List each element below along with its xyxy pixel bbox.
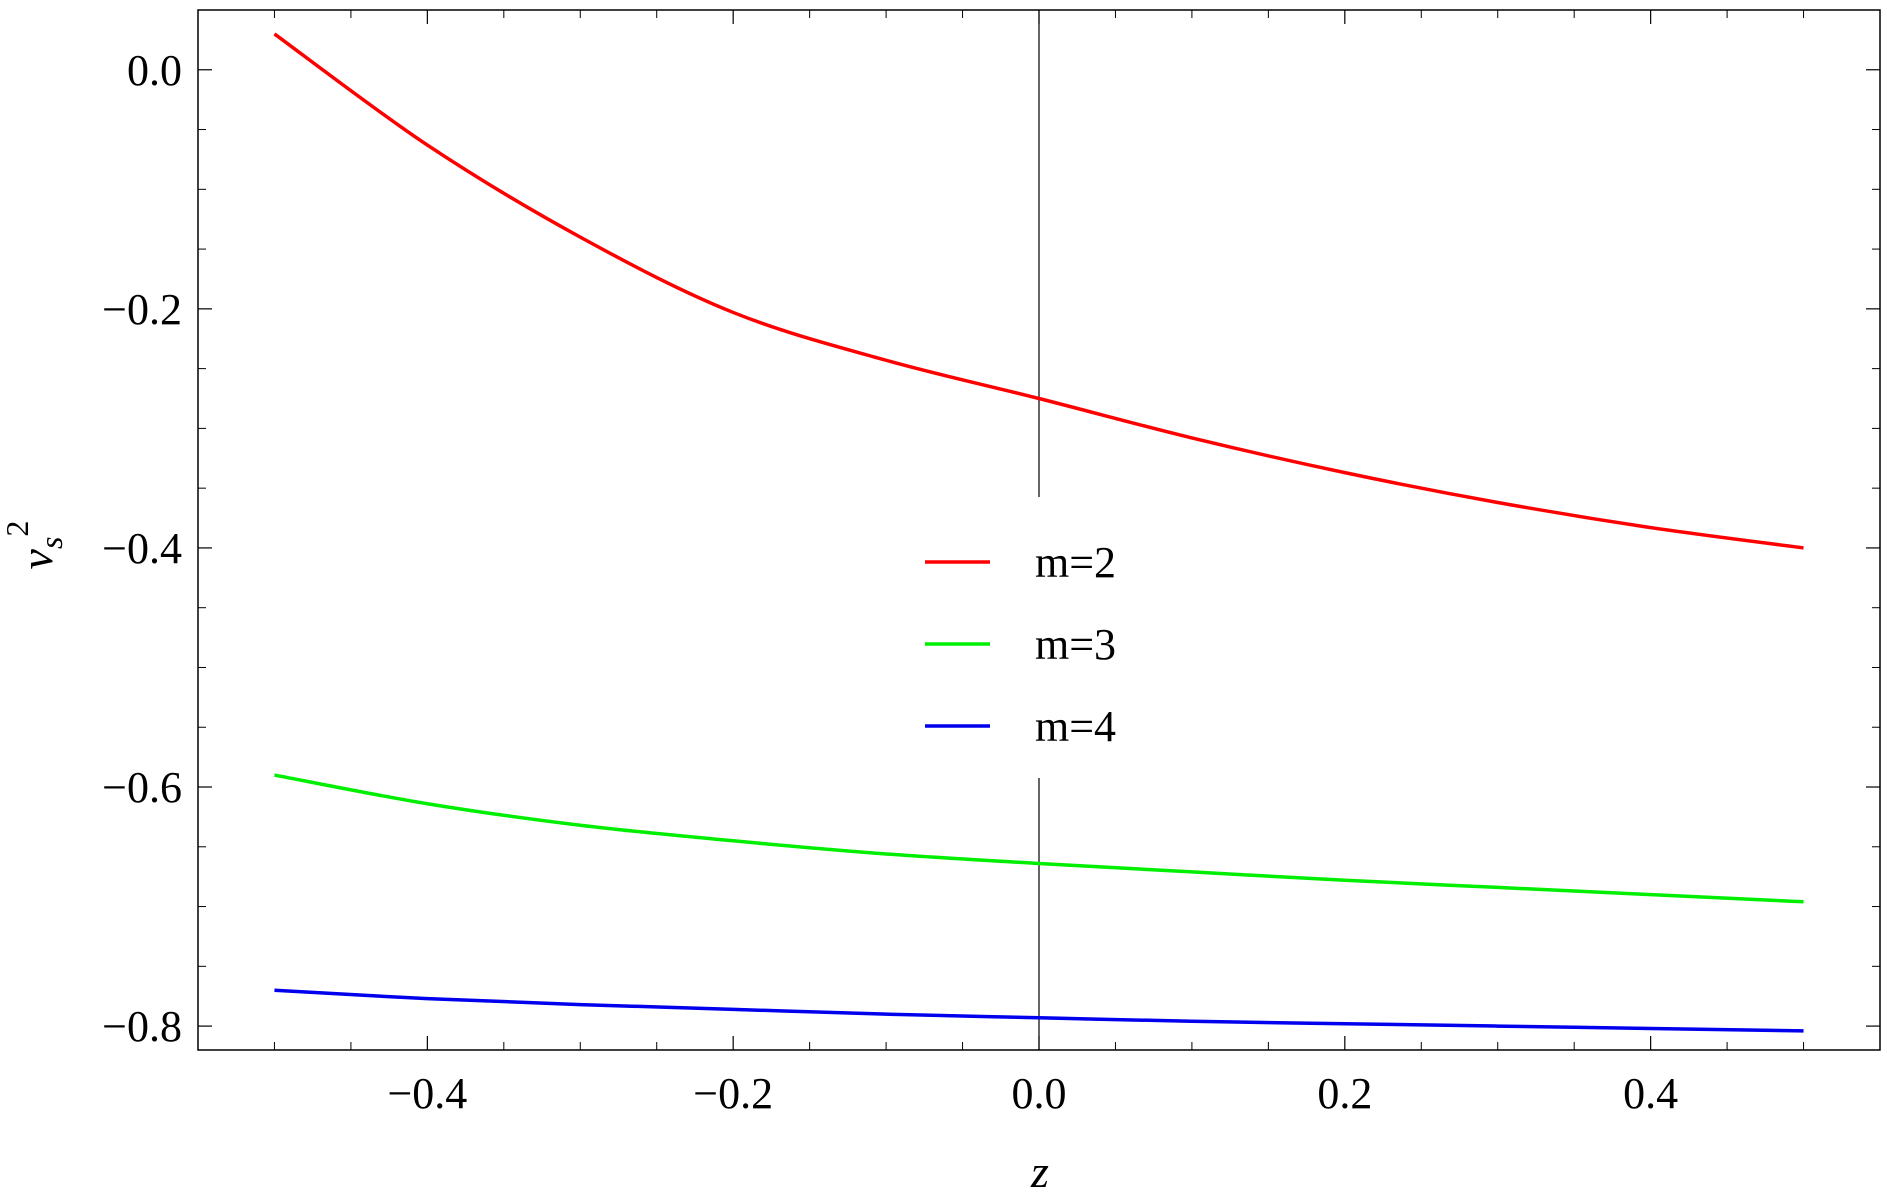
y-tick-label: −0.2 — [102, 285, 182, 334]
legend: m=2 m=3 m=4 — [925, 538, 1116, 751]
legend-label-m4: m=4 — [1035, 702, 1116, 751]
series-lines — [273, 32, 1804, 1033]
legend-label-m3: m=3 — [1035, 620, 1116, 669]
series-line-m3 — [274, 773, 1804, 904]
series-line-m4 — [274, 988, 1804, 1033]
x-tick-label: −0.2 — [693, 1069, 773, 1118]
x-tick-label: 0.4 — [1623, 1069, 1678, 1118]
y-axis-title-sup: 2 — [0, 521, 35, 537]
y-tick-label: −0.6 — [102, 763, 182, 812]
y-tick-label: 0.0 — [127, 46, 182, 95]
y-tick-label: −0.8 — [102, 1002, 182, 1051]
legend-label-m2: m=2 — [1035, 538, 1116, 587]
y-axis-title: vs2 — [0, 521, 69, 570]
axis-ticks: −0.4 −0.2 0.0 0.2 0.4 0.0 −0.2 −0.4 −0.6 −0.8 — [102, 10, 1880, 1118]
y-tick-label: −0.4 — [102, 524, 182, 573]
y-axis-title-sub: s — [33, 537, 69, 549]
x-tick-label: 0.2 — [1317, 1069, 1372, 1118]
x-tick-label: −0.4 — [387, 1069, 467, 1118]
series-line-m2 — [273, 32, 1804, 550]
y-axis-title-base: v — [11, 548, 62, 569]
x-tick-label: 0.0 — [1012, 1069, 1067, 1118]
svg-text:vs2: vs2 — [0, 521, 69, 570]
x-axis-title: z — [1030, 1146, 1049, 1197]
